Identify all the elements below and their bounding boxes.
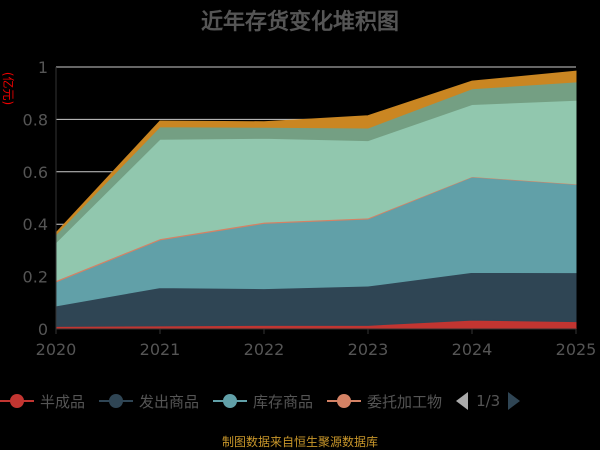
legend-item[interactable]: 委托加工物 xyxy=(327,391,442,412)
data-source-footer: 制图数据来自恒生聚源数据库 xyxy=(221,435,378,449)
legend-prev-page-button[interactable] xyxy=(456,392,469,410)
legend-pager: 1/3 xyxy=(456,392,521,410)
x-tick-label: 2024 xyxy=(452,340,493,359)
legend: 半成品 发出商品 库存商品 委托加工物 1/3 xyxy=(0,389,521,413)
chart-title: 近年存货变化堆积图 xyxy=(200,10,399,35)
x-tick-label: 2025 xyxy=(556,340,597,359)
y-tick-label: 0.8 xyxy=(23,110,48,129)
legend-marker-icon xyxy=(213,394,248,408)
legend-item[interactable]: 半成品 xyxy=(0,391,85,412)
legend-item[interactable]: 发出商品 xyxy=(99,391,199,412)
legend-marker-icon xyxy=(0,394,34,408)
x-tick-label: 2022 xyxy=(244,340,285,359)
legend-marker-icon xyxy=(99,394,134,408)
x-tick-label: 2021 xyxy=(140,340,181,359)
y-tick-label: 0.4 xyxy=(23,215,48,234)
legend-label: 库存商品 xyxy=(253,392,314,411)
legend-label: 发出商品 xyxy=(139,392,200,411)
y-axis-unit: (亿元) xyxy=(1,71,16,106)
y-tick-label: 0.2 xyxy=(23,268,48,287)
legend-label: 半成品 xyxy=(40,392,86,411)
y-tick-label: 0.6 xyxy=(23,163,48,182)
legend-item[interactable]: 库存商品 xyxy=(213,391,313,412)
legend-marker-icon xyxy=(327,394,362,408)
legend-next-page-button[interactable] xyxy=(508,392,521,410)
legend-page-indicator: 1/3 xyxy=(476,392,501,410)
y-tick-label: 1 xyxy=(38,58,48,77)
x-tick-label: 2020 xyxy=(36,340,77,359)
legend-label: 委托加工物 xyxy=(367,392,443,411)
y-tick-label: 0 xyxy=(38,320,48,339)
x-tick-label: 2023 xyxy=(348,340,389,359)
